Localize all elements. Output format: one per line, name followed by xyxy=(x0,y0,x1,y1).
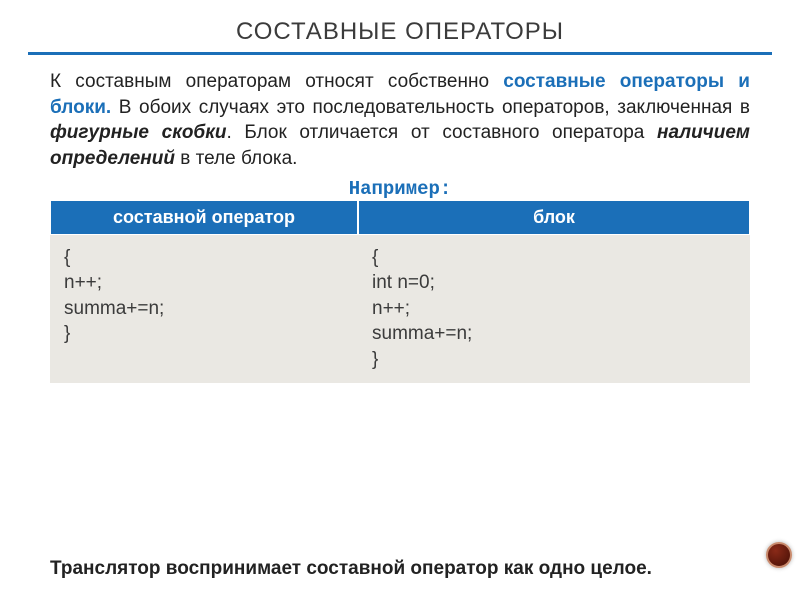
intro-text-1: К составным операторам относят собственн… xyxy=(50,71,503,92)
intro-text-3: . Блок отличается от составного оператор… xyxy=(226,122,657,143)
table-body-row: { n++; summa+=n; } { int n=0; n++; summa… xyxy=(50,235,750,383)
intro-text-4: в теле блока. xyxy=(175,148,297,169)
slide: СОСТАВНЫЕ ОПЕРАТОРЫ К составным оператор… xyxy=(0,0,800,600)
intro-paragraph: К составным операторам относят собственн… xyxy=(28,69,772,172)
table-header-block: блок xyxy=(358,200,750,235)
comparison-table: составной оператор блок { n++; summa+=n;… xyxy=(50,200,750,383)
table-header-compound: составной оператор xyxy=(50,200,358,235)
table-header-row: составной оператор блок xyxy=(50,200,750,235)
title-rule xyxy=(28,52,772,55)
page-title: СОСТАВНЫЕ ОПЕРАТОРЫ xyxy=(28,18,772,52)
nav-dot-icon[interactable] xyxy=(766,542,792,568)
footer-paragraph: Транслятор воспринимает составной операт… xyxy=(50,557,750,582)
table-cell-compound: { n++; summa+=n; } xyxy=(50,235,358,383)
example-label: Например: xyxy=(28,178,772,200)
table-cell-block: { int n=0; n++; summa+=n; } xyxy=(358,235,750,383)
intro-text-2: В обоих случаях это последовательность о… xyxy=(111,97,750,118)
intro-bolditalic-1: фигурные скобки xyxy=(50,122,226,143)
